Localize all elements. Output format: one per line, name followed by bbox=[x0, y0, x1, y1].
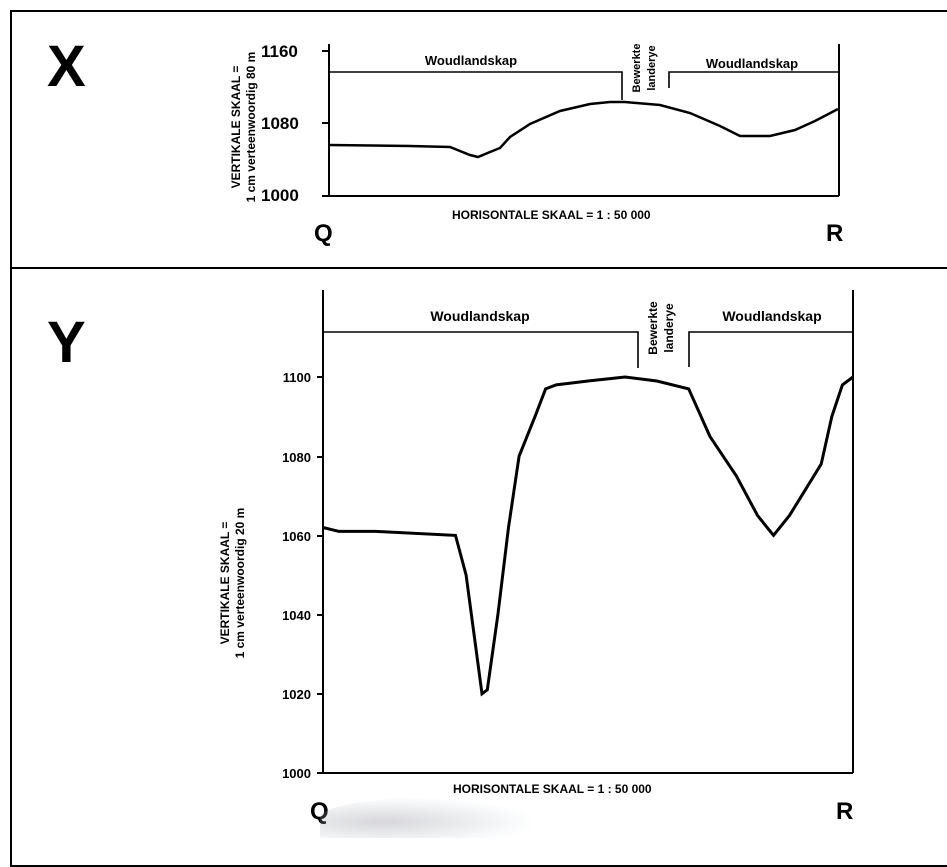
panel-x-start-label: Q bbox=[314, 220, 333, 247]
panel-y-woodland-label-right: Woudlandskap bbox=[722, 308, 821, 324]
watermark-swirl bbox=[320, 798, 530, 838]
panel-x-end-label: R bbox=[826, 220, 844, 247]
panel-y-horizontal-scale: HORISONTALE SKAAL = 1 : 50 000 bbox=[453, 782, 652, 796]
panel-x-tick-label: 1000 bbox=[261, 186, 299, 205]
panel-y-end-label: R bbox=[836, 798, 854, 825]
panel-y-cultivated-label-line2: landerye bbox=[662, 303, 676, 353]
panel-y-profile-chart: 1100 1080 1060 1040 1020 1000 Woudlandsk… bbox=[282, 290, 854, 781]
panel-x-cultivated-label-line1: Bewerkte bbox=[631, 44, 643, 93]
panel-y-woodland-bracket-left bbox=[323, 331, 639, 368]
panel-y-tick-label: 1080 bbox=[282, 450, 311, 465]
panel-x-woodland-label-right: Woudlandskap bbox=[706, 56, 798, 71]
panel-y-tick-label: 1000 bbox=[282, 766, 311, 781]
panel-x-profile-chart: 1160 1080 1000 Woudlandskap Woudlandskap… bbox=[261, 42, 840, 205]
panel-y-tick-label: 1100 bbox=[283, 370, 311, 385]
panel-y-woodland-bracket-right bbox=[688, 331, 853, 367]
panel-x-cultivated-label-line2: landerye bbox=[646, 45, 658, 90]
panel-y-cultivated-label-line1: Bewerkte bbox=[646, 301, 660, 355]
panel-y-start-label: Q bbox=[310, 798, 329, 825]
panel-x-tick-label: 1080 bbox=[261, 114, 299, 133]
panel-x-horizontal-scale: HORISONTALE SKAAL = 1 : 50 000 bbox=[452, 208, 651, 222]
panel-x-tick-label: 1160 bbox=[261, 42, 298, 61]
panel-y-profile-line bbox=[322, 375, 854, 697]
panel-y-letter: Y bbox=[47, 310, 86, 375]
panel-x-profile-line bbox=[328, 100, 839, 159]
panel-x-letter: X bbox=[47, 34, 86, 99]
panel-y-woodland-label-left: Woudlandskap bbox=[430, 308, 529, 324]
panel-y-tick-label: 1040 bbox=[282, 608, 311, 623]
panel-x-woodland-label-left: Woudlandskap bbox=[425, 53, 517, 68]
panel-y-tick-label: 1020 bbox=[282, 687, 311, 702]
panel-y-tick-label: 1060 bbox=[282, 529, 311, 544]
panel-x-woodland-bracket-right bbox=[668, 71, 839, 88]
panel-x-woodland-bracket-left bbox=[328, 71, 623, 100]
